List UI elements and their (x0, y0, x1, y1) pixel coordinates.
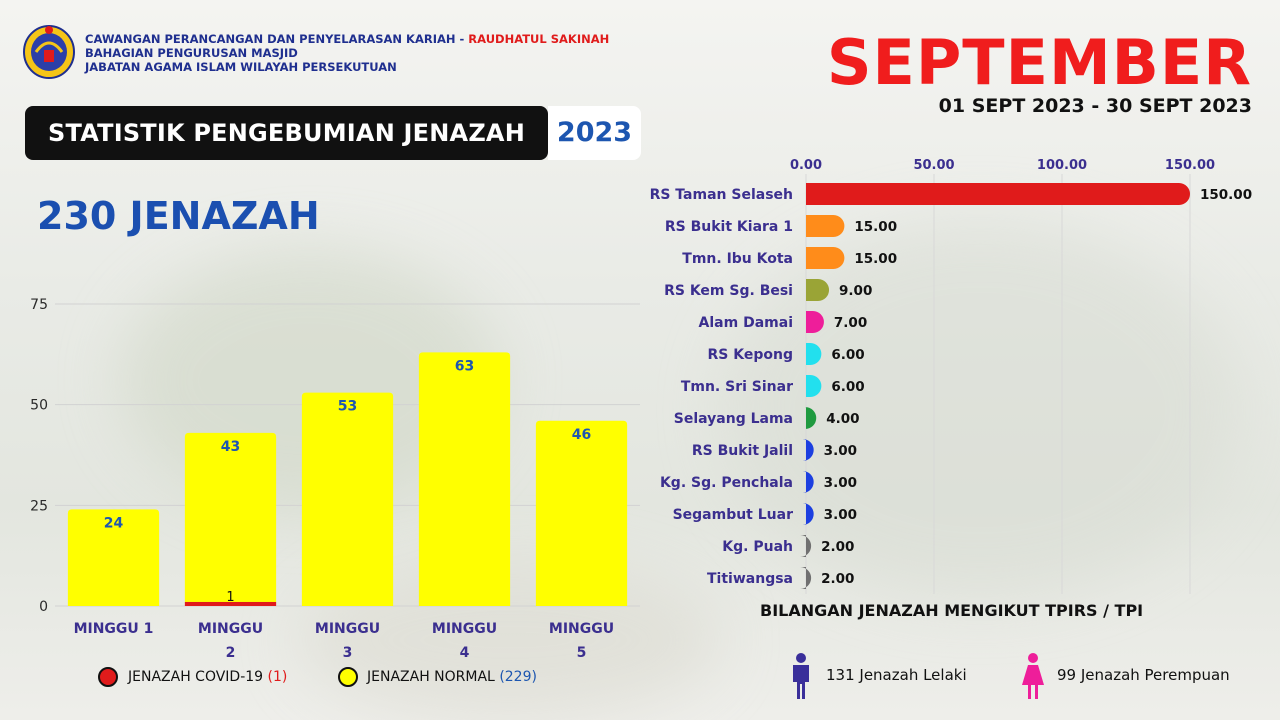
female-count: 99 Jenazah Perempuan (1057, 666, 1230, 684)
bar-value-label: 24 (104, 515, 124, 531)
x-tick-label: 100.00 (1037, 158, 1087, 173)
x-tick-label: 150.00 (1165, 158, 1215, 173)
bar-value-label: 63 (455, 358, 474, 374)
category-label: RS Taman Selaseh (650, 187, 793, 203)
bar-normal (418, 352, 511, 606)
legend-covid-count: (1) (267, 669, 288, 685)
legend-normal: JENAZAH NORMAL (229) (367, 669, 537, 685)
month-title: SEPTEMBER (826, 26, 1252, 99)
location-burial-chart: 0.00 50.00 100.00 150.00 RS Taman Selaseh 150… (650, 158, 1252, 594)
bar-value-label: 46 (572, 427, 591, 443)
covid-value-label: 1 (226, 590, 234, 605)
x-tick-label: 2 (226, 645, 236, 661)
category-label: RS Kepong (708, 347, 793, 363)
category-label: RS Bukit Jalil (692, 443, 793, 459)
x-tick-label: MINGGU (198, 621, 263, 637)
x-tick-label: 50.00 (913, 158, 954, 173)
category-label: Titiwangsa (707, 571, 793, 587)
x-tick-label: MINGGU (315, 621, 380, 637)
category-label: RS Bukit Kiara 1 (665, 219, 793, 235)
x-tick-label: MINGGU (432, 621, 497, 637)
bar-value-label: 2.00 (821, 539, 854, 555)
bar-value-label: 3.00 (824, 443, 857, 459)
bar-normal (67, 509, 160, 606)
category-label: Tmn. Ibu Kota (682, 251, 793, 267)
bar-value-label: 15.00 (854, 219, 897, 235)
bar (806, 311, 824, 333)
x-tick-label: MINGGU (549, 621, 614, 637)
bar (802, 439, 814, 461)
bar (806, 375, 822, 397)
date-range: 01 SEPT 2023 - 30 SEPT 2023 (938, 95, 1252, 117)
x-tick-label: 3 (343, 645, 353, 661)
year-label: 2023 (548, 106, 641, 160)
x-tick-label: 4 (460, 645, 470, 661)
male-icon (793, 653, 809, 699)
x-tick-label: MINGGU 1 (74, 621, 154, 637)
bar-value-label: 4.00 (826, 411, 859, 427)
total-count: 230 JENAZAH (37, 194, 320, 238)
header-dept-text: CAWANGAN PERANCANGAN DAN PENYELARASAN KA… (85, 32, 469, 46)
category-label: Alam Damai (699, 315, 793, 331)
category-label: RS Kem Sg. Besi (664, 283, 793, 299)
bar (806, 183, 1190, 205)
bar (800, 535, 812, 557)
bar-value-label: 3.00 (824, 507, 857, 523)
bar-value-label: 53 (338, 399, 357, 415)
legend-covid: JENAZAH COVID-19 (1) (128, 669, 287, 685)
y-tick-label: 25 (30, 498, 48, 514)
bar-value-label: 150.00 (1200, 187, 1252, 203)
bar (802, 471, 814, 493)
jawi-logo-icon (23, 25, 75, 79)
female-icon (1022, 653, 1044, 699)
bar-covid (184, 601, 277, 606)
bar-value-label: 6.00 (831, 379, 864, 395)
bar-value-label: 9.00 (839, 283, 872, 299)
y-tick-label: 0 (39, 599, 48, 615)
legend-normal-label: JENAZAH NORMAL (367, 669, 495, 685)
category-label: Selayang Lama (674, 411, 793, 427)
bar-value-label: 43 (221, 439, 240, 455)
bar (802, 503, 814, 525)
bar (806, 279, 830, 301)
bar-value-label: 6.00 (831, 347, 864, 363)
header-line-2: BAHAGIAN PENGURUSAN MASJID (85, 46, 298, 60)
category-label: Tmn. Sri Sinar (681, 379, 793, 395)
header-unit-text: RAUDHATUL SAKINAH (468, 32, 610, 46)
header-line-1: CAWANGAN PERANCANGAN DAN PENYELARASAN KA… (85, 32, 609, 47)
bar-normal (535, 420, 628, 606)
bar (806, 343, 822, 365)
x-tick-label: 0.00 (790, 158, 822, 173)
bar (800, 567, 812, 589)
legend-covid-marker (98, 667, 118, 687)
bar-value-label: 3.00 (824, 475, 857, 491)
bar-value-label: 7.00 (834, 315, 867, 331)
category-label: Kg. Puah (722, 539, 793, 555)
weekly-burial-chart: 0 25 50 75 24 MINGGU 1 1 43 MINGGU 2 53 MINGGU 3 63 MI… (30, 297, 640, 661)
category-label: Segambut Luar (673, 507, 794, 523)
y-tick-label: 50 (30, 398, 48, 414)
legend-normal-marker (338, 667, 358, 687)
x-tick-label: 5 (577, 645, 587, 661)
legend-covid-label: JENAZAH COVID-19 (128, 669, 264, 685)
bar (806, 247, 845, 269)
bar (805, 407, 817, 429)
bar (806, 215, 845, 237)
bar-value-label: 2.00 (821, 571, 854, 587)
legend-normal-count: (229) (499, 669, 537, 685)
page-title: STATISTIK PENGEBUMIAN JENAZAH (25, 106, 548, 160)
male-count: 131 Jenazah Lelaki (826, 666, 967, 684)
y-tick-label: 75 (30, 297, 48, 313)
bar-chart-caption: BILANGAN JENAZAH MENGIKUT TPIRS / TPI (760, 601, 1144, 620)
bar-normal (184, 432, 277, 602)
bar-normal (301, 392, 394, 606)
header-line-3: JABATAN AGAMA ISLAM WILAYAH PERSEKUTUAN (85, 60, 397, 74)
bar-value-label: 15.00 (854, 251, 897, 267)
category-label: Kg. Sg. Penchala (660, 475, 793, 491)
